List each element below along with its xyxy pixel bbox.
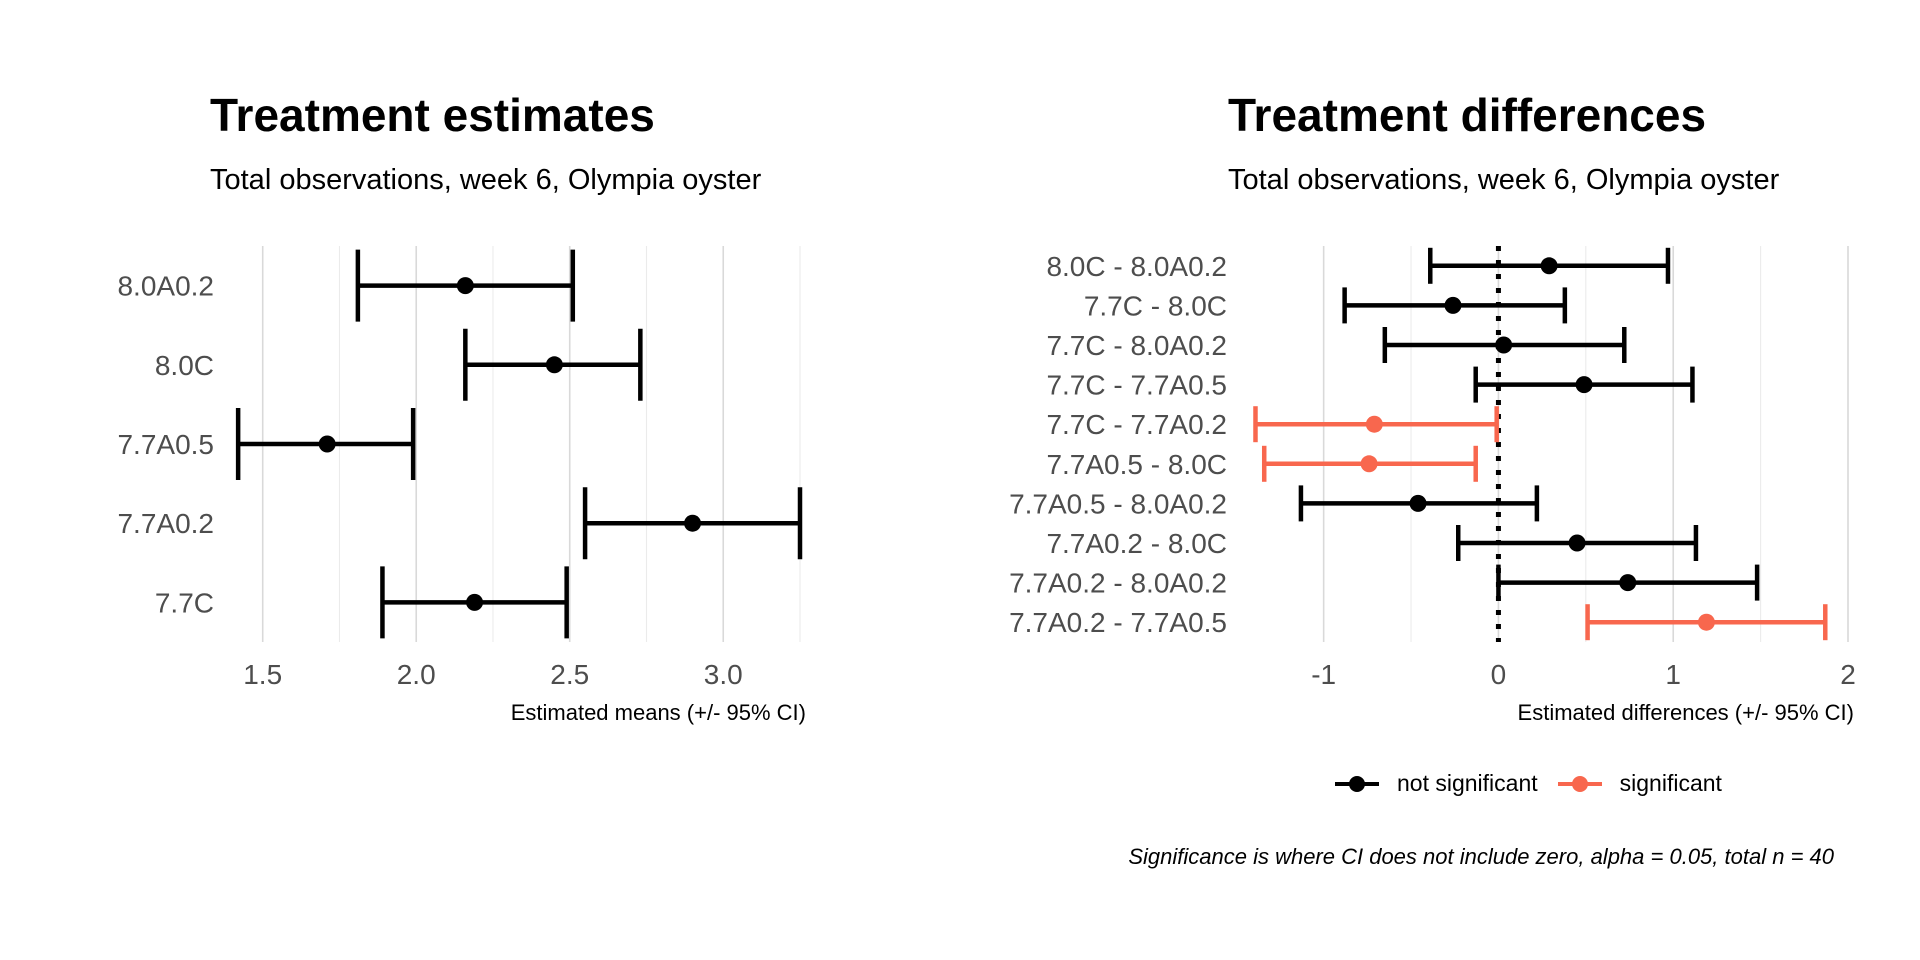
x-tick-label: 2	[1840, 659, 1856, 690]
x-tick-label: 2.0	[397, 659, 436, 690]
y-tick-label: 7.7A0.2 - 8.0C	[1046, 528, 1227, 559]
estimate-point	[318, 435, 336, 453]
estimate-point	[1495, 336, 1513, 354]
y-tick-label: 7.7A0.5	[117, 429, 214, 460]
y-tick-label: 7.7A0.2 - 7.7A0.5	[1009, 607, 1227, 638]
caption: Significance is where CI does not includ…	[1128, 844, 1834, 869]
y-tick-label: 7.7A0.5 - 8.0A0.2	[1009, 488, 1227, 519]
y-tick-label: 7.7C - 8.0A0.2	[1046, 330, 1227, 361]
x-tick-label: 3.0	[704, 659, 743, 690]
legend-item-significant: significant	[1557, 770, 1722, 797]
estimate-point	[1568, 534, 1586, 552]
legend-item-not-significant: not significant	[1335, 770, 1538, 797]
estimate-point	[1360, 455, 1378, 473]
y-tick-label: 8.0A0.2	[117, 271, 214, 302]
x-axis-label: Estimated differences (+/- 95% CI)	[1518, 700, 1854, 725]
estimate-point	[1619, 574, 1637, 592]
y-tick-label: 7.7C - 8.0C	[1084, 290, 1227, 321]
legend: not significant significant	[1335, 770, 1742, 797]
panel-title-differences: Treatment differences	[1228, 89, 1707, 141]
estimate-point	[1540, 257, 1558, 275]
y-tick-label: 7.7C - 7.7A0.5	[1046, 370, 1227, 401]
estimate-point	[545, 356, 563, 374]
x-tick-label: 2.5	[550, 659, 589, 690]
legend-key-not-significant	[1335, 772, 1379, 796]
estimate-point	[456, 277, 474, 295]
estimate-point	[1697, 613, 1715, 631]
estimate-point	[684, 514, 702, 532]
differences-plot: 8.0C - 8.0A0.2 7.7C - 8.0C 7.7C - 8.0A0.2 7…	[1009, 246, 1856, 725]
estimate-point	[1409, 494, 1427, 512]
x-tick-label: -1	[1311, 659, 1336, 690]
y-tick-label: 7.7A0.2 - 8.0A0.2	[1009, 568, 1227, 599]
legend-label-not-significant: not significant	[1397, 770, 1538, 796]
x-tick-label: 1	[1665, 659, 1681, 690]
estimate-point	[466, 593, 484, 611]
panel-subtitle-differences: Total observations, week 6, Olympia oyst…	[1228, 164, 1780, 196]
y-tick-label: 7.7A0.5 - 8.0C	[1046, 449, 1227, 480]
estimate-point	[1365, 415, 1383, 433]
x-tick-label: 0	[1491, 659, 1507, 690]
estimate-point	[1575, 376, 1593, 394]
estimates-plot: 8.0A0.2 8.0C 7.7A0.5 7.7A0.2 7.7C 1.5 2.0 2.5 3.…	[117, 246, 806, 725]
estimate-point	[1444, 296, 1462, 314]
y-tick-label: 7.7C	[155, 587, 214, 618]
x-axis-label: Estimated means (+/- 95% CI)	[511, 700, 806, 725]
x-tick-label: 1.5	[243, 659, 282, 690]
y-tick-label: 8.0C - 8.0A0.2	[1046, 251, 1227, 282]
legend-key-significant	[1557, 772, 1602, 796]
legend-label-significant: significant	[1619, 770, 1722, 796]
panel-subtitle-estimates: Total observations, week 6, Olympia oyst…	[210, 164, 762, 196]
y-tick-label: 7.7A0.2	[117, 508, 214, 539]
y-tick-label: 7.7C - 7.7A0.2	[1046, 409, 1227, 440]
y-tick-label: 8.0C	[155, 350, 214, 381]
panel-title-estimates: Treatment estimates	[210, 89, 655, 141]
